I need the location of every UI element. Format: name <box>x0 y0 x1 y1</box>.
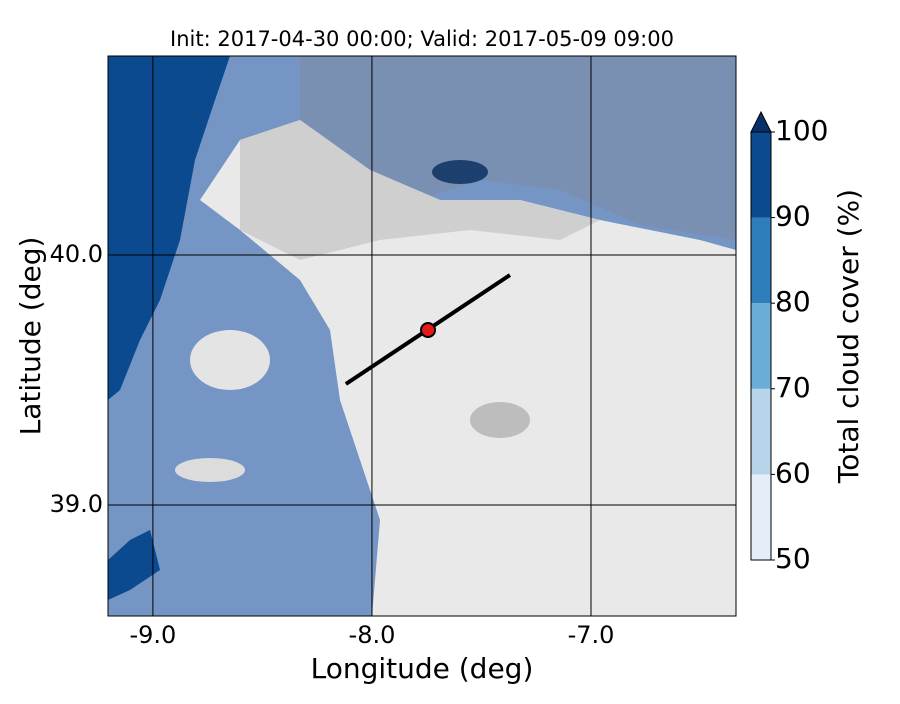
cloud-gap <box>190 330 270 390</box>
colorbar-segment <box>751 217 771 304</box>
colorbar-segment <box>751 388 771 475</box>
colorbar-tick-label: 50 <box>775 542 811 575</box>
axes-frame <box>107 55 737 617</box>
terrain-shade <box>240 120 600 260</box>
cloud-core <box>432 160 488 184</box>
ocean-cloud <box>108 56 230 400</box>
colorbar-label: Total cloud cover (%) <box>832 189 865 484</box>
colorbar-segment <box>751 132 771 218</box>
colorbar-tick-label: 100 <box>775 114 828 147</box>
x-tick-label: -7.0 <box>568 621 615 649</box>
terrain-shade <box>470 402 530 438</box>
y-axis-label: Latitude (deg) <box>14 237 47 436</box>
x-axis-label: Longitude (deg) <box>311 652 534 685</box>
colorbar-tick-label: 60 <box>775 456 811 489</box>
colorbar-segment <box>751 474 771 560</box>
x-tick-label: -8.0 <box>349 621 396 649</box>
map <box>108 56 736 616</box>
cloud-gap <box>175 458 245 482</box>
colorbar-tick-label: 80 <box>775 285 811 318</box>
colorbar-extend <box>750 110 772 133</box>
colorbar-segment <box>751 303 771 389</box>
colorbar-tick-label: 90 <box>775 200 811 233</box>
y-tick-label: 39.0 <box>50 490 103 518</box>
location-marker <box>420 322 437 338</box>
title: Init: 2017-04-30 00:00; Valid: 2017-05-0… <box>170 27 674 51</box>
colorbar-tick-label: 70 <box>775 371 811 404</box>
y-tick-label: 40.0 <box>50 240 103 268</box>
colorbar-frame <box>750 131 772 561</box>
x-tick-label: -9.0 <box>129 621 176 649</box>
ocean-cloud <box>108 530 160 600</box>
